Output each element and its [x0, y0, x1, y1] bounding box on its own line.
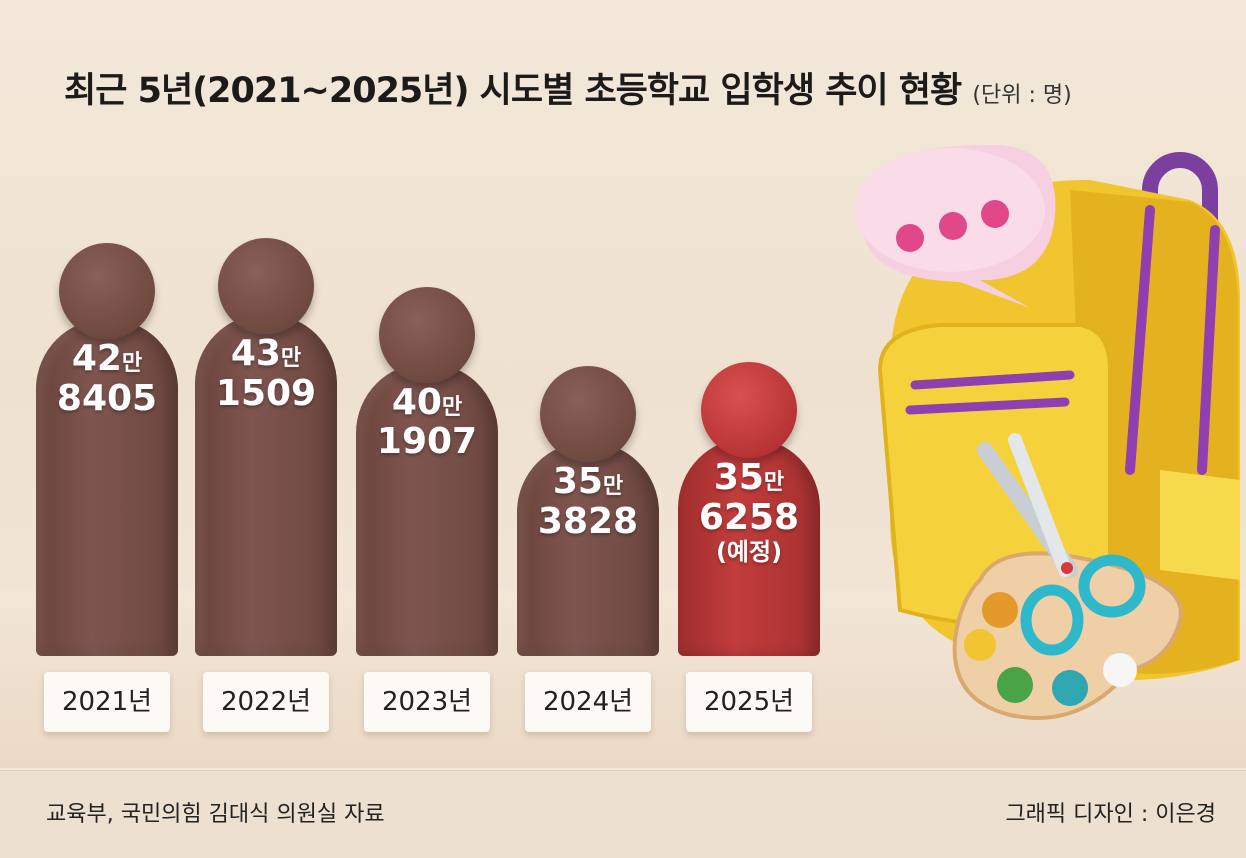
value-man: 35 — [552, 461, 603, 503]
value-note: (예정) — [715, 538, 783, 567]
value-man: 43 — [230, 333, 281, 374]
person-bar-2: 43만 1509 — [195, 238, 337, 656]
bar-head — [540, 366, 636, 463]
source-text: 교육부, 국민의힘 김대식 의원실 자료 — [46, 802, 385, 827]
value-rest: 3828 — [537, 500, 639, 542]
bar-head — [218, 238, 314, 334]
bar-body — [678, 438, 820, 656]
value-man: 35 — [713, 457, 764, 499]
value-man-unit: 만 — [280, 346, 302, 371]
value-man: 40 — [391, 381, 442, 423]
year-label: 2024년 — [525, 672, 651, 732]
value-rest: 1907 — [376, 421, 478, 463]
bar-body — [356, 362, 498, 656]
bar-body — [517, 442, 659, 656]
footer: 교육부, 국민의힘 김대식 의원실 자료 그래픽 디자인 : 이은경 — [0, 770, 1246, 858]
person-bar-1: 42만 8405 — [36, 243, 178, 656]
person-bar-4: 35만 3828 — [517, 366, 659, 656]
scissors-icon — [977, 433, 1146, 656]
bar-head — [379, 286, 475, 383]
value-rest: 6258 — [698, 496, 800, 538]
year-label: 2025년 — [686, 672, 812, 732]
bar-body — [195, 314, 337, 656]
value-label: 43만 1509 — [195, 334, 337, 413]
value-rest: 8405 — [56, 377, 158, 419]
value-label: 35만 6258 (예정) — [678, 458, 820, 566]
unit-label: (단위 : 명) — [972, 83, 1072, 108]
credit-text: 그래픽 디자인 : 이은경 — [1005, 802, 1216, 827]
value-man-unit: 만 — [121, 351, 143, 377]
person-bar-3: 40만 1907 — [356, 286, 498, 656]
value-label: 42만 8405 — [36, 339, 178, 418]
value-man-unit: 만 — [763, 470, 785, 496]
value-label: 35만 3828 — [517, 462, 659, 541]
year-label: 2022년 — [203, 672, 329, 732]
chart-title: 최근 5년(2021~2025년) 시도별 초등학교 입학생 추이 현황 (단위… — [64, 62, 1072, 113]
year-label: 2021년 — [44, 672, 170, 732]
person-bar-5: 35만 6258 (예정) — [678, 362, 820, 656]
palette-icon — [952, 551, 1183, 720]
bar-body — [36, 319, 178, 656]
bar-head — [59, 243, 155, 340]
value-man-unit: 만 — [441, 394, 463, 420]
year-label: 2023년 — [364, 672, 490, 732]
school-supplies-illustration — [855, 145, 1240, 720]
value-man: 42 — [71, 338, 122, 380]
speech-bubble-icon — [855, 145, 1056, 308]
value-label: 40만 1907 — [356, 383, 498, 462]
title-text: 최근 5년(2021~2025년) 시도별 초등학교 입학생 추이 현황 — [64, 71, 962, 111]
bar-head — [701, 362, 797, 459]
value-rest: 1509 — [215, 372, 317, 414]
value-man-unit: 만 — [602, 474, 624, 500]
